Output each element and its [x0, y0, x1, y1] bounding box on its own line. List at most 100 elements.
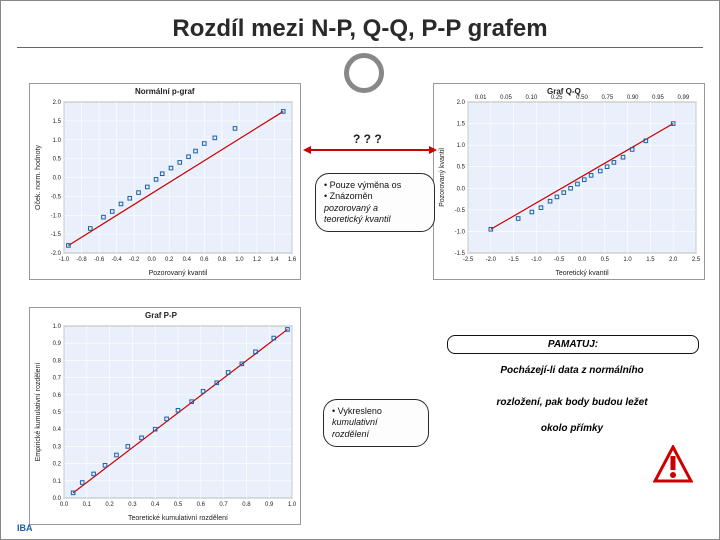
- svg-text:0.7: 0.7: [219, 502, 228, 508]
- svg-text:-0.8: -0.8: [76, 257, 87, 263]
- note-box-2: • Vykresleno kumulativní rozdělení: [323, 399, 429, 447]
- svg-text:-2.5: -2.5: [463, 257, 474, 263]
- svg-text:2.0: 2.0: [457, 100, 466, 106]
- svg-text:0.6: 0.6: [53, 393, 62, 399]
- svg-text:0.50: 0.50: [576, 95, 588, 101]
- chart-pp-plot: 0.00.10.20.30.40.50.60.70.80.91.00.00.10…: [30, 308, 300, 524]
- svg-text:1.4: 1.4: [270, 257, 279, 263]
- chart-qq: Graf Q-Q -1.5-1.0-0.50.00.51.01.52.0-2.5…: [433, 83, 705, 280]
- svg-text:0.6: 0.6: [200, 257, 209, 263]
- chart-pp: Graf P-P 0.00.10.20.30.40.50.60.70.80.91…: [29, 307, 301, 525]
- svg-text:-0.5: -0.5: [554, 257, 565, 263]
- svg-text:0.1: 0.1: [53, 479, 62, 485]
- svg-text:0.10: 0.10: [525, 95, 537, 101]
- svg-text:0.0: 0.0: [53, 176, 62, 182]
- svg-text:1.0: 1.0: [235, 257, 244, 263]
- pamatuj-sub2: rozložení, pak body budou ležet: [447, 395, 697, 410]
- svg-text:0.0: 0.0: [578, 257, 587, 263]
- svg-text:2.5: 2.5: [692, 257, 701, 263]
- slide: Rozdíl mezi N-P, Q-Q, P-P grafem Normáln…: [0, 0, 720, 540]
- svg-text:-1.0: -1.0: [51, 213, 62, 219]
- note2-line3: rozdělení: [332, 429, 420, 440]
- svg-text:-1.0: -1.0: [531, 257, 542, 263]
- logo-text: IBA: [17, 523, 33, 533]
- title-underline: [17, 47, 703, 48]
- svg-text:0.8: 0.8: [218, 257, 227, 263]
- svg-text:0.9: 0.9: [265, 502, 274, 508]
- chart-np: Normální p-graf -2.0-1.5-1.0-0.50.00.51.…: [29, 83, 301, 280]
- svg-text:2.0: 2.0: [53, 100, 62, 106]
- svg-text:Pozorovaný kvantil: Pozorovaný kvantil: [149, 270, 208, 277]
- svg-text:Pozorovaný kvantil: Pozorovaný kvantil: [439, 148, 446, 207]
- pamatuj-bar: PAMATUJ:: [447, 335, 699, 354]
- svg-text:1.0: 1.0: [623, 257, 632, 263]
- svg-text:1.0: 1.0: [457, 143, 466, 149]
- svg-text:0.2: 0.2: [105, 502, 114, 508]
- svg-text:Teoretické kumulativní rozděle: Teoretické kumulativní rozdělení: [128, 515, 228, 522]
- svg-text:0.25: 0.25: [551, 95, 563, 101]
- svg-text:1.5: 1.5: [646, 257, 655, 263]
- svg-text:0.4: 0.4: [151, 502, 160, 508]
- svg-text:0.0: 0.0: [148, 257, 157, 263]
- svg-text:0.5: 0.5: [174, 502, 183, 508]
- arrow-left-head-icon: [303, 146, 311, 154]
- svg-text:-0.5: -0.5: [51, 194, 62, 200]
- svg-text:0.4: 0.4: [183, 257, 192, 263]
- note1-line4: teoretický kvantil: [324, 214, 426, 225]
- note2-line2: kumulativní: [332, 417, 420, 428]
- svg-text:0.5: 0.5: [601, 257, 610, 263]
- svg-text:0.3: 0.3: [53, 444, 62, 450]
- svg-text:0.3: 0.3: [128, 502, 137, 508]
- arrow-right-head-icon: [429, 146, 437, 154]
- svg-text:1.0: 1.0: [288, 502, 297, 508]
- svg-text:0.99: 0.99: [677, 95, 689, 101]
- svg-text:0.95: 0.95: [652, 95, 664, 101]
- svg-text:Oček. norm. hodnoty: Oček. norm. hodnoty: [35, 145, 42, 210]
- arrow-line: [311, 149, 429, 151]
- svg-text:-1.0: -1.0: [455, 229, 466, 235]
- svg-text:0.01: 0.01: [475, 95, 487, 101]
- svg-text:1.0: 1.0: [53, 324, 62, 330]
- svg-text:0.5: 0.5: [457, 165, 466, 171]
- svg-text:1.6: 1.6: [288, 257, 297, 263]
- circle-marker-icon: [344, 53, 384, 93]
- svg-text:1.5: 1.5: [457, 122, 466, 128]
- svg-text:Empirické kumulativní rozdělen: Empirické kumulativní rozdělení: [35, 363, 42, 462]
- chart-qq-plot: -1.5-1.0-0.50.00.51.01.52.0-2.5-2.0-1.5-…: [434, 84, 704, 279]
- svg-text:0.7: 0.7: [53, 376, 62, 382]
- svg-text:0.1: 0.1: [83, 502, 92, 508]
- svg-text:0.8: 0.8: [53, 358, 62, 364]
- svg-text:0.4: 0.4: [53, 427, 62, 433]
- svg-text:0.5: 0.5: [53, 157, 62, 163]
- question-marks: ? ? ?: [353, 132, 382, 146]
- svg-text:1.2: 1.2: [253, 257, 262, 263]
- note1-line3: pozorovaný a: [324, 203, 426, 214]
- svg-text:0.75: 0.75: [601, 95, 613, 101]
- pamatuj-sub1: Pocházejí-li data z normálního: [447, 363, 697, 378]
- svg-text:0.6: 0.6: [197, 502, 206, 508]
- svg-text:1.5: 1.5: [53, 119, 62, 125]
- svg-text:-1.5: -1.5: [508, 257, 519, 263]
- svg-text:0.2: 0.2: [53, 462, 62, 468]
- svg-text:-0.5: -0.5: [455, 208, 466, 214]
- svg-text:0.0: 0.0: [457, 186, 466, 192]
- svg-text:0.90: 0.90: [627, 95, 639, 101]
- warning-icon: [653, 445, 693, 485]
- svg-text:Teoretický kvantil: Teoretický kvantil: [555, 270, 609, 277]
- chart-np-plot: -2.0-1.5-1.0-0.50.00.51.01.52.0-1.0-0.8-…: [30, 84, 300, 279]
- svg-text:-0.4: -0.4: [111, 257, 122, 263]
- svg-text:0.9: 0.9: [53, 341, 62, 347]
- note-box-1: • Pouze výměna os • Znázorněn pozorovaný…: [315, 173, 435, 232]
- svg-text:1.0: 1.0: [53, 138, 62, 144]
- slide-title: Rozdíl mezi N-P, Q-Q, P-P grafem: [1, 1, 719, 47]
- svg-text:-1.0: -1.0: [59, 257, 70, 263]
- svg-text:0.5: 0.5: [53, 410, 62, 416]
- svg-text:0.2: 0.2: [165, 257, 174, 263]
- svg-text:0.0: 0.0: [60, 502, 69, 508]
- note2-line1: • Vykresleno: [332, 406, 420, 417]
- svg-text:-2.0: -2.0: [486, 257, 497, 263]
- svg-text:0.8: 0.8: [242, 502, 251, 508]
- svg-text:-1.5: -1.5: [51, 232, 62, 238]
- note1-line2: • Znázorněn: [324, 191, 426, 202]
- pamatuj-sub3: okolo přímky: [447, 421, 697, 436]
